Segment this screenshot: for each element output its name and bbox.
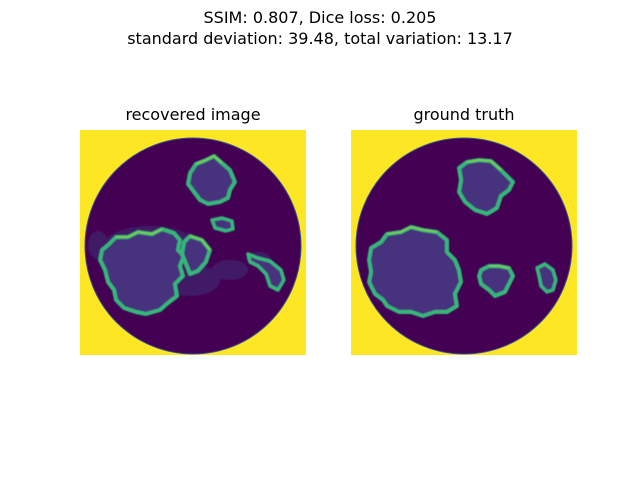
recovered-image-title: recovered image	[125, 105, 261, 124]
truth-blob-large	[367, 225, 463, 318]
recovered-image	[80, 130, 306, 355]
recovered-blob-small	[210, 216, 235, 233]
ground-truth-image	[351, 130, 577, 355]
ground-truth-panel	[351, 130, 577, 355]
figure-title-line-1: SSIM: 0.807, Dice loss: 0.205	[203, 8, 437, 27]
ground-truth-title: ground truth	[413, 105, 515, 124]
truth-blob-right	[535, 262, 558, 294]
recovered-image-panel	[80, 130, 306, 355]
figure-title-line-2: standard deviation: 39.48, total variati…	[127, 29, 513, 48]
recovered-blob-right	[246, 252, 286, 292]
